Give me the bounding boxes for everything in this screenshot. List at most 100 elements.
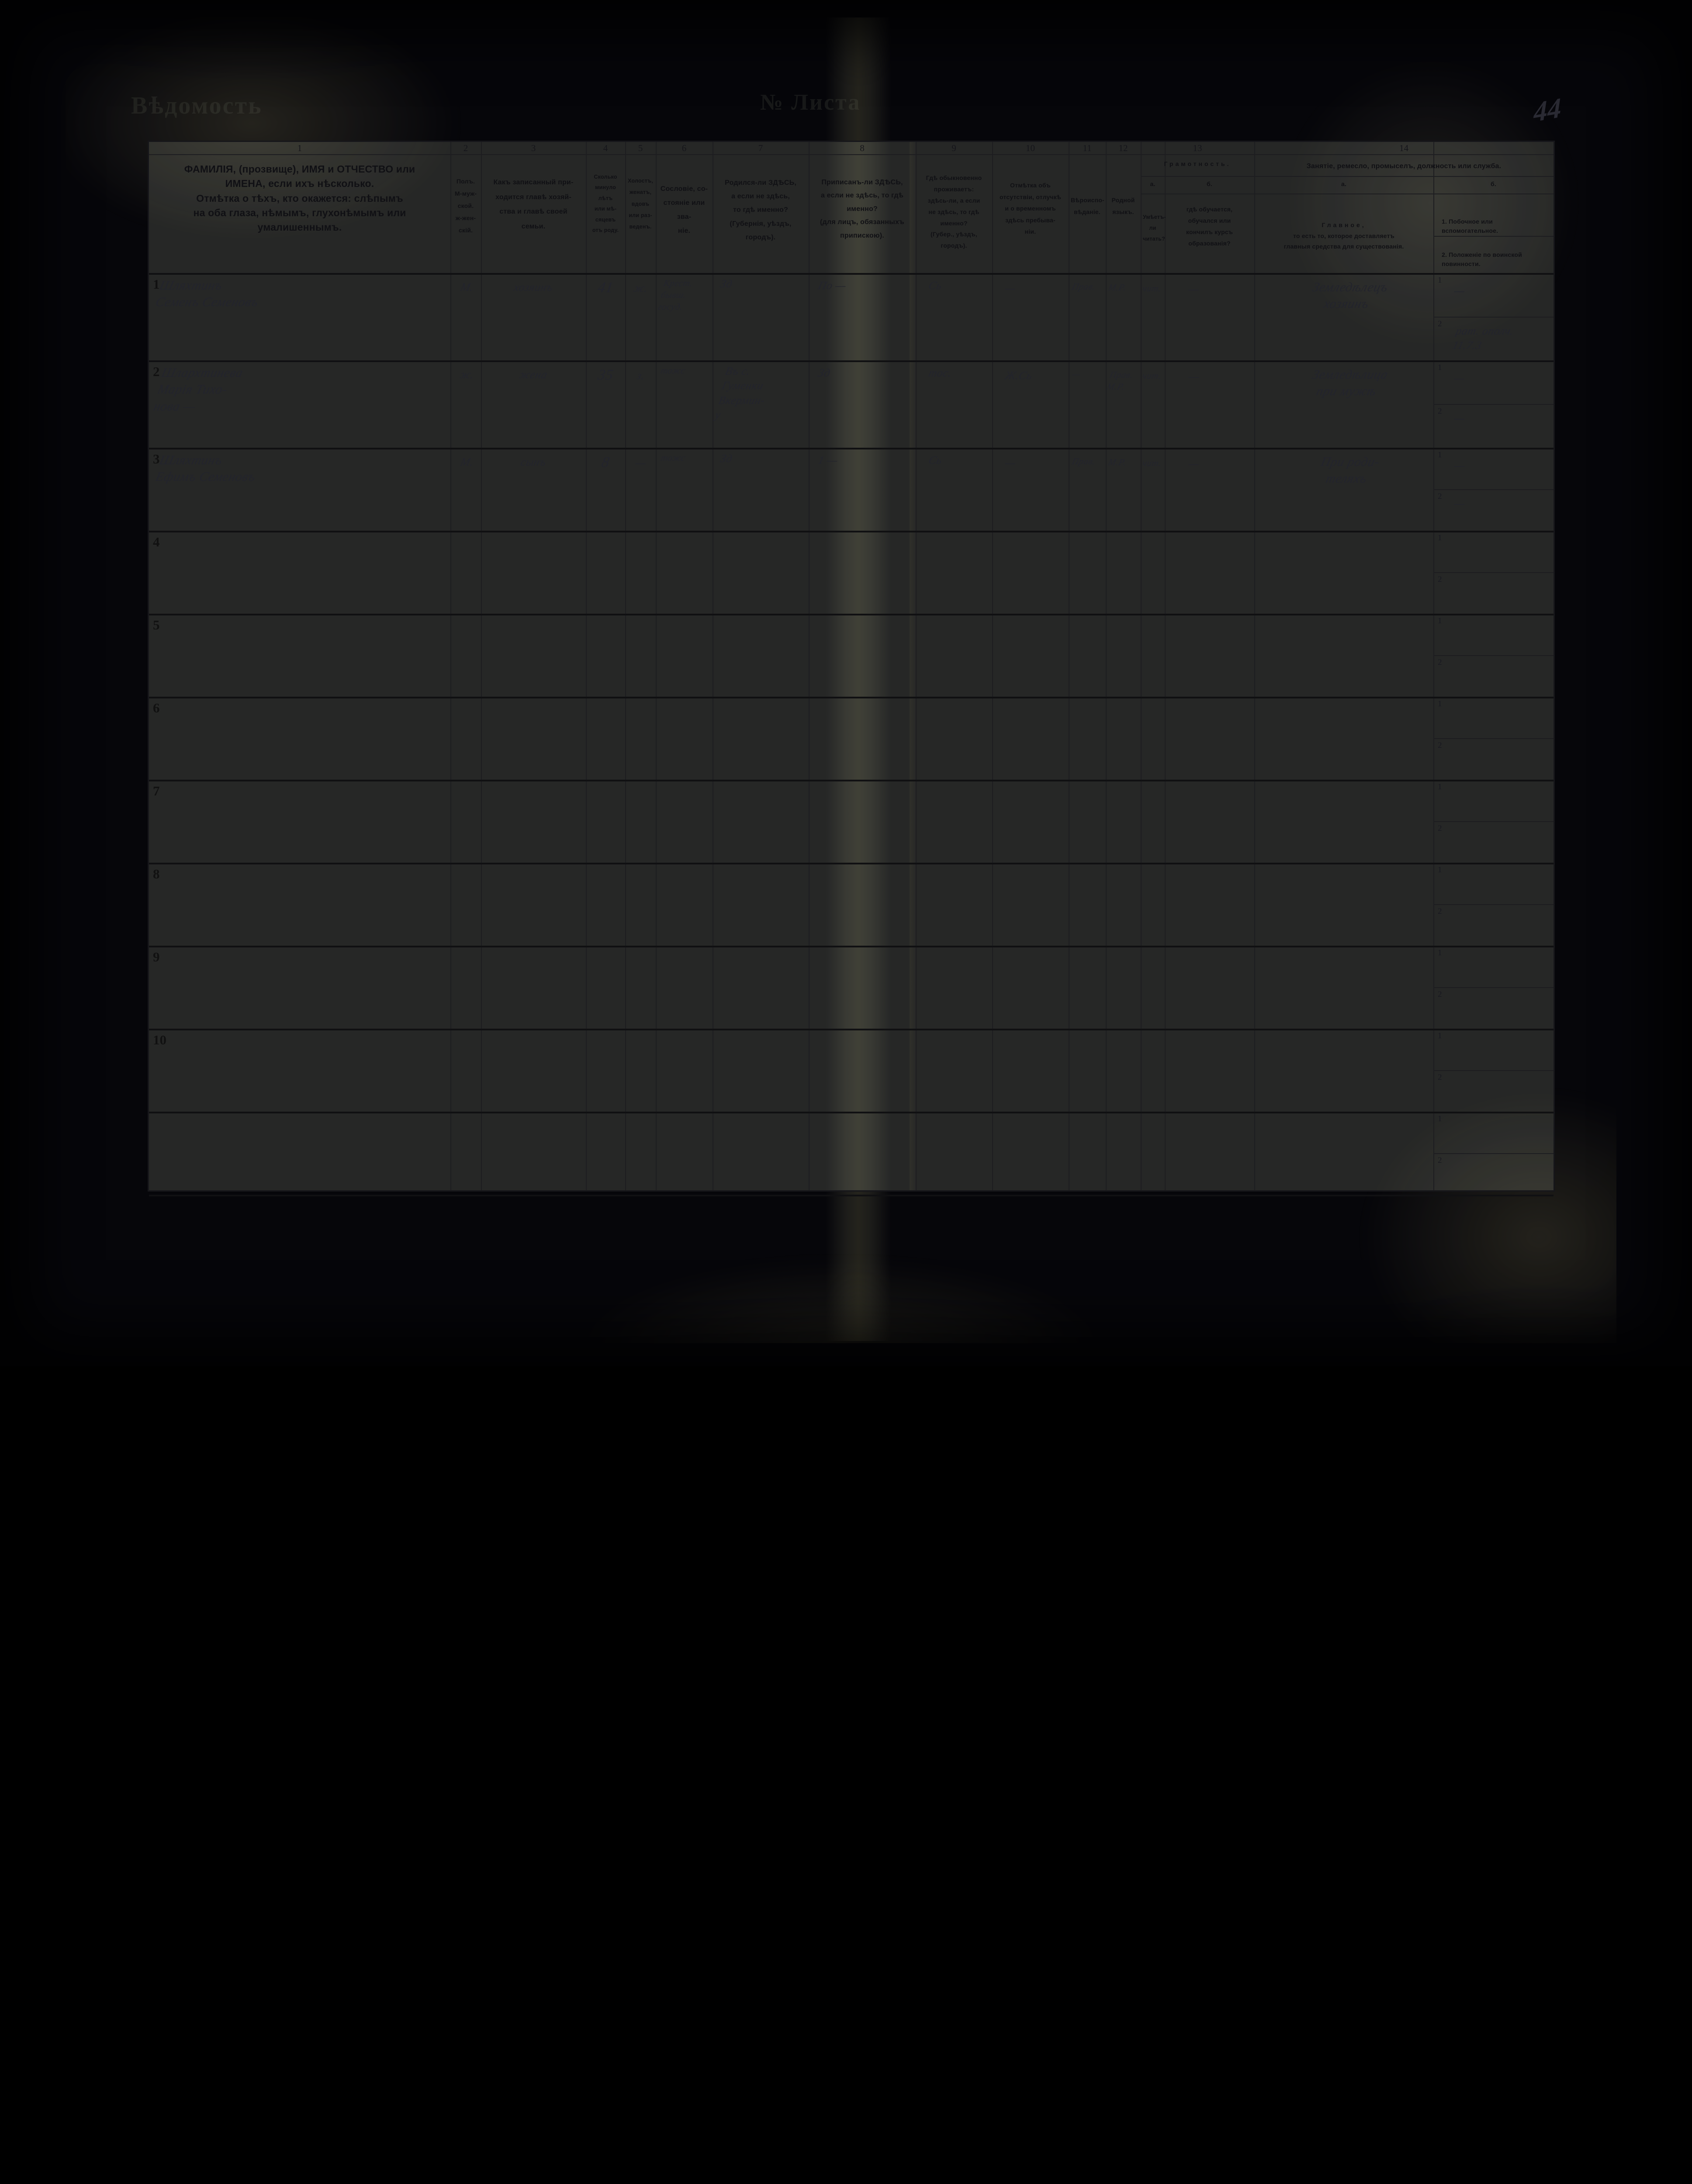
row-3-col14b-label-1: 1 [1438, 450, 1442, 460]
row-2-c4-value: 35 [596, 367, 615, 383]
row-2-c9-value: тос. [927, 366, 953, 379]
column-number-14: 14 [1399, 143, 1408, 153]
column-header-2: Полъ. М-муж-ской. ж-жен-скій. [454, 178, 477, 234]
row-3-c7-value: Зд [719, 452, 734, 465]
row-2-c7-value: Въ с. Гуменки Вкермин- у [714, 365, 767, 421]
col13-title-rule [1141, 176, 1254, 177]
book-right-leaf [1, 1313, 761, 2184]
column-number-4: 4 [603, 143, 608, 153]
row-separator-5 [149, 697, 1554, 698]
row-1-c9-value: Сь [927, 279, 944, 292]
column-header-6: Сословіе, со-стояніе или зва-ніе. [660, 185, 708, 235]
row-2-c11-value: — [1071, 369, 1082, 379]
row-3-col14b-split [1433, 489, 1554, 490]
col13a-header: Умѣетъ-ли читать? [1143, 214, 1166, 242]
column-rule-12 [1165, 142, 1166, 1190]
column-rule-0 [450, 142, 451, 1190]
row-separator-10 [149, 1112, 1554, 1113]
row-separator-9 [149, 1029, 1554, 1030]
row-1-col14b-split [1433, 317, 1554, 318]
col14a-header: Главное, то есть то, которое доставляетъ г… [1284, 221, 1404, 250]
column-number-8: 8 [860, 143, 865, 153]
row-number-4: 4 [153, 534, 160, 549]
row-separator-6 [149, 780, 1554, 781]
row-1-c2-value: М. [459, 281, 475, 294]
column-number-5: 5 [638, 143, 643, 153]
row-10-col14b-label-2: 2 [1438, 1073, 1442, 1082]
row-9-col14b-split [1433, 987, 1554, 988]
row-separator-11 [149, 1195, 1554, 1196]
row-3-col14b-label-2: 2 [1438, 492, 1442, 501]
row-5-col14b-split [1433, 655, 1554, 656]
column-number-6: 6 [682, 143, 687, 153]
row-1-col14b-label-2: 2 [1438, 319, 1442, 328]
column-header-8: Приписанъ-ли ЗДѢСЬ, а если не здѣсь, то г… [820, 179, 904, 239]
row-2-c13a-value: чит. [1141, 370, 1163, 381]
row-1-c4-value: 41 [596, 280, 615, 296]
column-rule-10 [1106, 142, 1107, 1190]
gutter-band [910, 142, 916, 1190]
row-9-col14b-label-2: 2 [1438, 990, 1442, 999]
column-rule-1 [481, 142, 482, 1190]
column-rule-2 [586, 142, 587, 1190]
row-3-c14b1-value: — [1453, 459, 1467, 472]
header-bottom-rule [149, 273, 1554, 275]
col13-group-title: Грамотность. [1164, 160, 1231, 167]
row-3-c12-value: М.Р. [1107, 457, 1128, 467]
row-1-c1-value: Шляхтинъ Семенъ Семеновъ [154, 278, 260, 310]
row-3-c5-value: — [634, 456, 648, 469]
row-7-col14b-split [1433, 821, 1554, 822]
row-2-c2-value: ж. [458, 368, 476, 381]
row-7-col14b-label-2: 2 [1438, 824, 1442, 833]
column-rule-13 [1254, 142, 1255, 1190]
row-3-c13a-value: чит. [1141, 458, 1163, 468]
row-8-col14b-split [1433, 904, 1554, 905]
row-1-col14b-label-1: 1 [1438, 276, 1442, 285]
row-4-col14b-split [1433, 572, 1554, 573]
column-header-3: Какъ записанный при-ходится главѣ хозяй-… [493, 179, 574, 230]
row-3-c8-value: 1 — [817, 454, 839, 467]
column-number-3: 3 [531, 143, 536, 153]
col14b-letter: б. [1491, 180, 1496, 187]
row-6-col14b-label-1: 1 [1438, 699, 1442, 708]
row-3-c2-value: М. [459, 456, 475, 468]
row-1-c13b-value: — [1187, 283, 1201, 295]
row-9-col14b-label-1: 1 [1438, 948, 1442, 957]
row-4-col14b-label-2: 2 [1438, 575, 1442, 584]
row-2-c3-value: жена [518, 368, 549, 381]
column-rule-3 [625, 142, 626, 1190]
col14b-split-rule [1433, 236, 1554, 237]
row-number-2: 2 [153, 364, 160, 379]
row-8-col14b-label-1: 1 [1438, 865, 1442, 874]
row-separator-1 [149, 360, 1554, 362]
column-header-7: Родился-ли ЗДѢСЬ, а если не здѣсь, то гдѣ … [724, 179, 797, 241]
row-10-col14b-label-1: 1 [1438, 1031, 1442, 1040]
row-3-c13b-value: — [1187, 457, 1201, 470]
row-1-c14b1-value: — [1453, 284, 1467, 297]
row-1-c5-value: ж. [632, 282, 650, 294]
row-number-7: 7 [153, 783, 160, 798]
row-number-5: 5 [153, 617, 160, 632]
row-2-col14b-label-2: 2 [1438, 407, 1442, 416]
column-header-5: Холостъ, женатъ, вдовъ или раз-веденъ. [627, 178, 653, 230]
column-rule-11 [1141, 142, 1142, 1190]
row-2-c14b2-value: — [1453, 412, 1467, 425]
row-2-c5-value: з. [635, 369, 647, 382]
column-number-13: 13 [1193, 143, 1202, 153]
row-8-col14b-label-2: 2 [1438, 907, 1442, 916]
col13b-header: гдѣ обучается, обучался или кончилъ курсъ о… [1186, 206, 1233, 247]
row-separator-4 [149, 614, 1554, 615]
row-1-c8-value: По — [817, 279, 848, 292]
row-number-6: 6 [153, 700, 160, 715]
page-number: 44 [1533, 92, 1562, 128]
row-11-col14b-split [1433, 1153, 1554, 1154]
row-1-c13a-value: чит. [1141, 283, 1163, 294]
row-number-8: 8 [153, 866, 160, 881]
column-number-7: 7 [758, 143, 763, 153]
row-separator-3 [149, 531, 1554, 532]
row-number-1: 1 [153, 276, 160, 292]
col14a-letter: а. [1341, 180, 1347, 187]
row-1-c10-value: — [1003, 282, 1017, 294]
column-header-9: Гдѣ обыкновенно проживаетъ: здѣсь-ли, а ес… [926, 174, 982, 249]
row-3-c11-value: Прав. [1071, 456, 1097, 467]
